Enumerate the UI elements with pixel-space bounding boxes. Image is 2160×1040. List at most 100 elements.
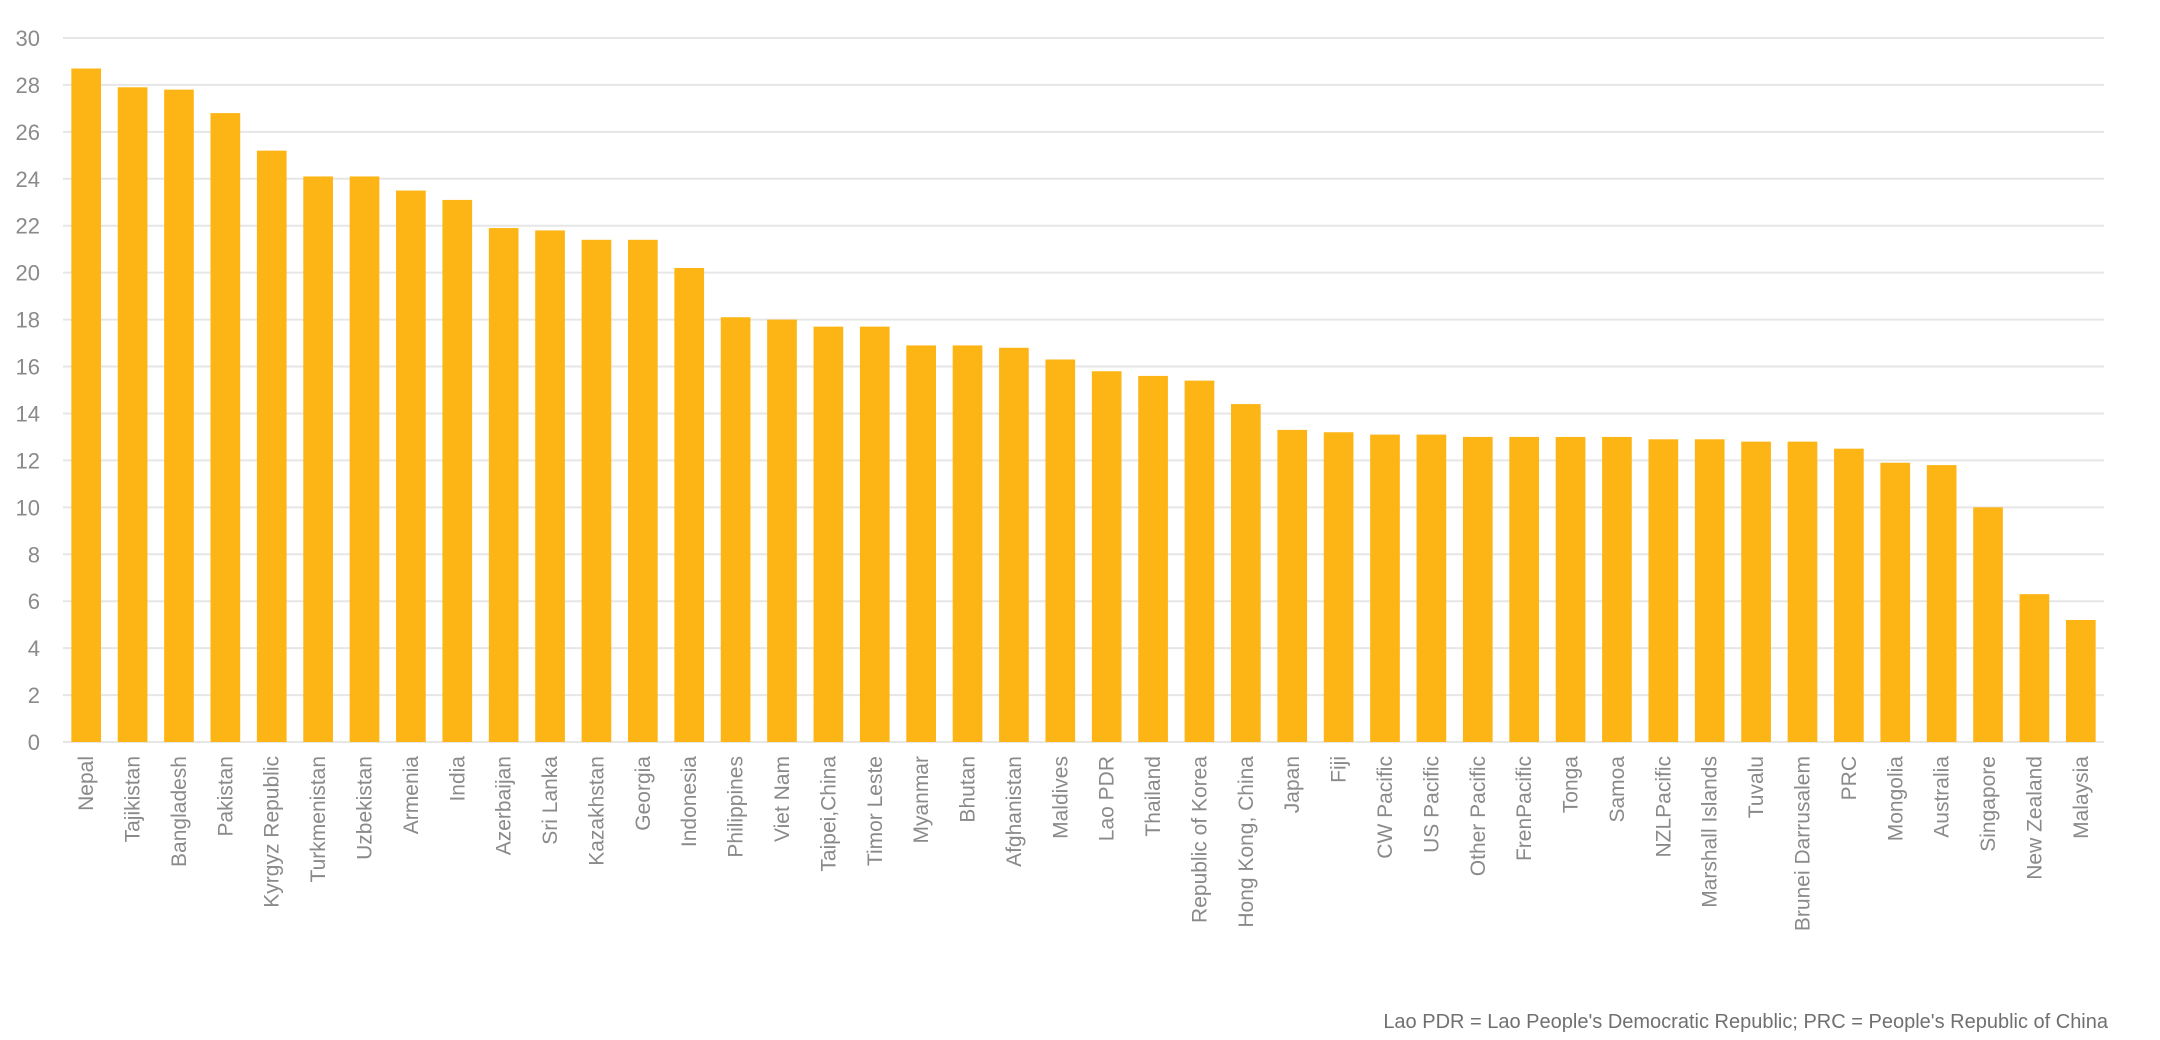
bar: [303, 176, 333, 742]
y-tick-label: 12: [16, 448, 40, 473]
y-tick-label: 8: [28, 542, 40, 567]
y-tick-label: 18: [16, 308, 40, 333]
bar: [906, 345, 936, 742]
bar: [1138, 375, 1168, 742]
bar: [1787, 441, 1818, 742]
bar: [256, 150, 287, 742]
bar: [1741, 441, 1771, 742]
bar: [767, 319, 797, 742]
y-tick-label: 0: [28, 730, 40, 755]
x-category-label: Mongolia: [1884, 756, 1907, 842]
bar: [1277, 429, 1308, 742]
x-category-label: Pakistan: [214, 756, 237, 837]
x-axis-labels: Nepal Tajikistan Bangladesh Pakistan Kyrgyz …: [75, 756, 2093, 931]
y-tick-label: 24: [16, 167, 40, 192]
x-category-label: Bhutan: [957, 756, 980, 823]
x-category-label: Brunei Darrusalem: [1791, 756, 1814, 931]
bar: [2019, 594, 2050, 742]
x-category-label: Samoa: [1606, 756, 1629, 823]
bar: [349, 176, 380, 742]
bar: [1416, 434, 1447, 742]
y-tick-label: 6: [28, 589, 40, 614]
y-tick-label: 10: [16, 495, 40, 520]
x-category-label: Fiji: [1328, 756, 1351, 783]
x-category-label: US Pacific: [1420, 756, 1443, 853]
bar: [488, 228, 519, 742]
bar: [1045, 359, 1076, 742]
x-category-label: Japan: [1281, 756, 1304, 813]
y-tick-label: 16: [16, 355, 40, 380]
x-category-label: Malaysia: [2070, 756, 2093, 839]
x-category-label: Tuvalu: [1745, 756, 1768, 818]
x-category-label: New Zealand: [2023, 756, 2046, 880]
x-category-label: Hong Kong, China: [1235, 756, 1258, 928]
x-category-label: Azerbaijan: [493, 756, 516, 855]
bar: [1926, 465, 1957, 742]
bar: [674, 267, 705, 742]
y-tick-label: 20: [16, 261, 40, 286]
bar: [1973, 507, 2003, 742]
bar: [627, 239, 658, 742]
x-category-label: Australia: [1931, 756, 1954, 838]
x-category-label: Singapore: [1977, 756, 2000, 852]
x-category-label: Taipei,China: [817, 756, 840, 872]
x-category-label: Bangladesh: [168, 756, 191, 867]
bar: [535, 230, 565, 742]
bar: [1323, 432, 1354, 742]
bar: [1184, 380, 1215, 742]
x-category-label: Other Pacific: [1467, 756, 1490, 876]
bar: [2065, 619, 2096, 742]
bar: [1370, 434, 1400, 742]
x-category-label: Philippines: [725, 756, 748, 858]
bars: [71, 68, 2096, 743]
bar: [859, 326, 890, 742]
bar: [1509, 436, 1540, 742]
y-tick-label: 26: [16, 120, 40, 145]
x-category-label: Turkmenistan: [307, 756, 330, 882]
x-category-label: Kyrgyz Republic: [261, 756, 284, 908]
bar: [720, 317, 751, 742]
x-category-label: Republic of Korea: [1188, 756, 1211, 923]
bar: [1462, 436, 1493, 742]
bar: [952, 345, 983, 742]
bar: [1555, 436, 1586, 742]
bar: [442, 199, 473, 743]
x-category-label: Kazakhstan: [585, 756, 608, 866]
x-category-label: Tonga: [1560, 756, 1583, 814]
x-category-label: CW Pacific: [1374, 756, 1397, 859]
y-tick-label: 22: [16, 214, 40, 239]
y-tick-label: 2: [28, 683, 40, 708]
bar: [1880, 462, 1911, 742]
bar: [1231, 404, 1261, 742]
bar: [1602, 436, 1632, 742]
bar: [1834, 448, 1864, 742]
bar: [999, 347, 1029, 742]
y-tick-label: 28: [16, 73, 40, 98]
x-category-label: Maldives: [1049, 756, 1072, 839]
x-category-label: Viet Nam: [771, 756, 794, 842]
bar: [210, 113, 241, 743]
x-category-label: India: [446, 756, 469, 802]
x-category-label: Lao PDR: [1096, 756, 1119, 841]
bar: [71, 68, 102, 743]
bar: [581, 239, 612, 742]
bar: [813, 326, 844, 742]
x-category-label: Nepal: [75, 756, 98, 811]
x-category-label: Thailand: [1142, 756, 1165, 837]
x-category-label: Afghanistan: [1003, 756, 1026, 867]
x-category-label: Tajikistan: [122, 756, 145, 842]
bar: [1694, 439, 1725, 742]
x-category-label: NZLPacific: [1652, 756, 1675, 858]
bar: [1648, 439, 1679, 742]
bar: [117, 87, 148, 742]
x-category-label: Indonesia: [678, 756, 701, 847]
x-category-label: Sri Lanka: [539, 756, 562, 845]
x-category-label: Georgia: [632, 756, 655, 831]
x-category-label: Timor Leste: [864, 756, 887, 866]
x-category-label: Marshall Islands: [1699, 756, 1722, 908]
x-category-label: PRC: [1838, 756, 1861, 800]
bar: [164, 89, 194, 743]
chart-footnote: Lao PDR = Lao People's Democratic Republ…: [1383, 1011, 2108, 1033]
